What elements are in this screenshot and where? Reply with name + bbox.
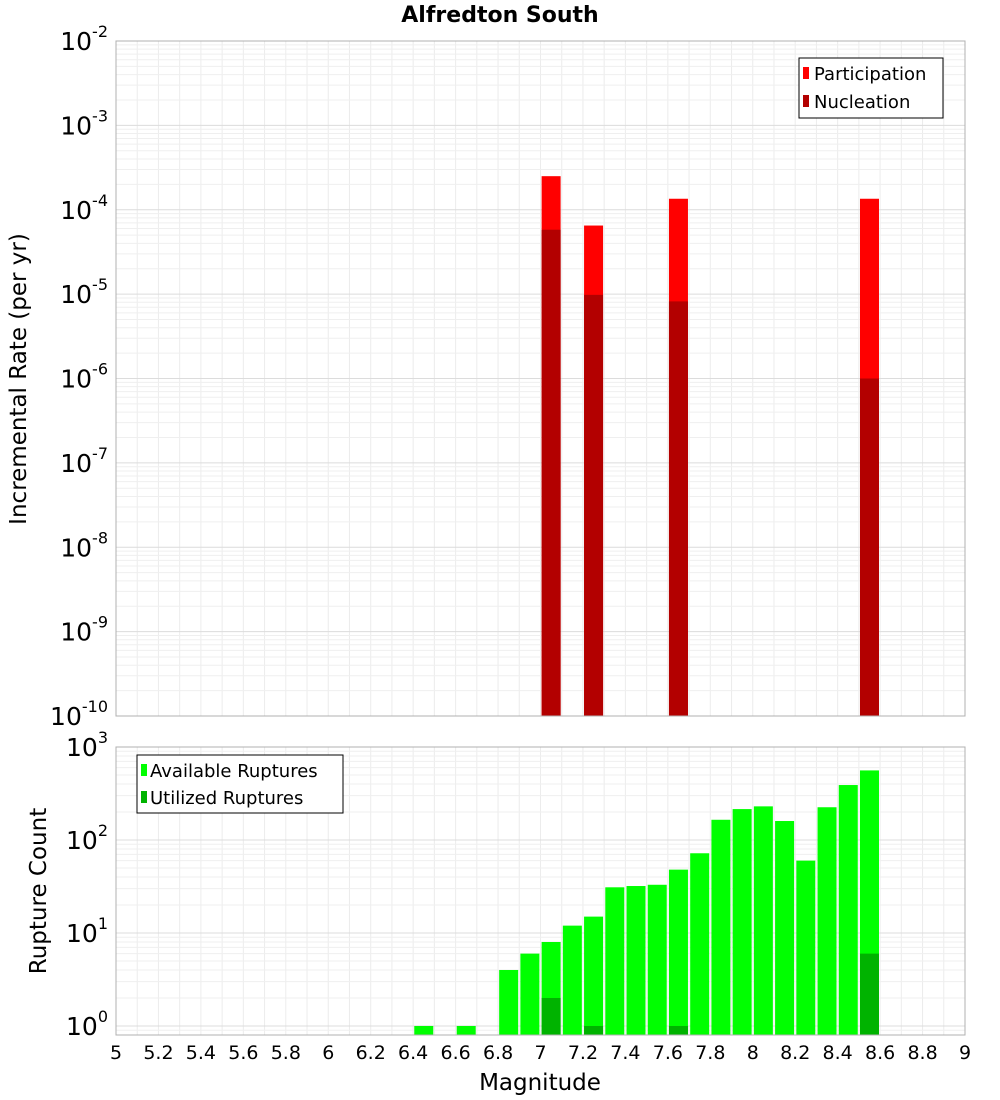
bottom-bar-available-ruptures [626, 886, 646, 1035]
x-tick-label: 5.2 [143, 1042, 173, 1064]
bottom-bar-available-ruptures [732, 809, 752, 1035]
bottom-bar-utilized-ruptures [584, 1025, 604, 1035]
x-tick-label: 7 [534, 1042, 546, 1064]
top-bars [541, 176, 879, 717]
x-tick-labels: 5 5.2 5.4 5.6 5.8 6 6.2 6.4 6.6 6.8 7 7.2 7.4 7.6 7.8 8… [110, 1042, 971, 1064]
x-tick-label: 7.2 [568, 1042, 598, 1064]
x-tick-label: 8 [747, 1042, 759, 1064]
bottom-y-tick-label: 101 [66, 914, 108, 948]
top-bar-nucleation [584, 294, 604, 716]
bottom-bar-available-ruptures [647, 884, 667, 1035]
x-tick-label: 8.8 [907, 1042, 937, 1064]
legend-label-utilized: Utilized Ruptures [150, 788, 303, 809]
legend-swatch-available [141, 764, 147, 776]
x-tick-label: 7.6 [653, 1042, 683, 1064]
bottom-y-tick-label: 103 [66, 728, 108, 762]
x-tick-label: 8.6 [865, 1042, 895, 1064]
x-tick-label: 8.2 [780, 1042, 810, 1064]
x-tick-label: 7.8 [695, 1042, 725, 1064]
bottom-bar-available-ruptures [668, 869, 688, 1035]
legend-swatch-utilized [141, 791, 147, 803]
x-axis-label: Magnitude [479, 1070, 601, 1096]
bottom-bar-utilized-ruptures [541, 997, 561, 1035]
bottom-legend-box [136, 754, 344, 814]
bottom-plot-border [115, 746, 966, 1036]
chart-title: Alfredton South [401, 3, 598, 28]
bottom-bar-available-ruptures [775, 821, 795, 1035]
legend-label-nucleation: Nucleation [814, 92, 910, 113]
top-y-tick-label: 10-10 [50, 697, 108, 731]
bottom-y-tick-labels: 103 102 101 100 [66, 728, 108, 1041]
top-panel: 10-2 10-3 10-4 10-5 10-6 10-7 10-8 10-9 10-10 In… [6, 22, 966, 731]
legend-label-available: Available Ruptures [150, 761, 318, 782]
x-tick-label: 6.4 [398, 1042, 428, 1064]
x-tick-label: 8.4 [823, 1042, 853, 1064]
top-legend: Participation Nucleation [798, 57, 944, 119]
top-y-tick-label: 10-5 [60, 275, 108, 309]
top-y-tick-label: 10-4 [60, 191, 108, 225]
bottom-bars [414, 770, 879, 1035]
bottom-bar-available-ruptures [838, 785, 858, 1035]
bottom-y-tick-label: 100 [66, 1007, 108, 1041]
top-legend-box [798, 57, 944, 119]
bottom-bar-available-ruptures [817, 807, 837, 1035]
bottom-panel: 103 102 101 100 5 5.2 5.4 5.6 5.8 6 6.2 6.4 6.6 6.8 7… [26, 728, 971, 1096]
top-y-tick-label: 10-6 [60, 360, 108, 394]
bottom-bar-available-ruptures [796, 860, 816, 1035]
bottom-bar-available-ruptures [562, 925, 582, 1035]
bottom-bar-available-ruptures [753, 806, 773, 1035]
bottom-bar-utilized-ruptures [859, 953, 879, 1035]
x-tick-label: 9 [959, 1042, 971, 1064]
top-y-tick-label: 10-3 [60, 106, 108, 140]
bottom-bar-available-ruptures [711, 819, 731, 1035]
bottom-bar-utilized-ruptures [668, 1025, 688, 1035]
bottom-bar-available-ruptures [584, 916, 604, 1035]
bottom-bar-available-ruptures [499, 969, 519, 1035]
x-tick-label: 6 [322, 1042, 334, 1064]
bottom-bar-available-ruptures [520, 953, 540, 1035]
legend-swatch-nucleation [803, 95, 809, 107]
bottom-bar-available-ruptures [605, 887, 625, 1035]
x-tick-label: 6.2 [356, 1042, 386, 1064]
x-tick-label: 5.8 [271, 1042, 301, 1064]
x-tick-label: 5 [110, 1042, 122, 1064]
top-y-tick-labels: 10-2 10-3 10-4 10-5 10-6 10-7 10-8 10-9 10-10 [50, 22, 108, 731]
bottom-y-tick-label: 102 [66, 821, 108, 855]
top-grid [115, 40, 966, 717]
x-tick-label: 5.6 [228, 1042, 258, 1064]
top-y-tick-label: 10-2 [60, 22, 108, 56]
x-tick-label: 6.8 [483, 1042, 513, 1064]
bottom-bar-available-ruptures [414, 1025, 434, 1035]
top-bar-nucleation [859, 378, 879, 716]
x-tick-label: 5.4 [186, 1042, 216, 1064]
top-bar-nucleation [541, 229, 561, 717]
bottom-legend: Available Ruptures Utilized Ruptures [136, 754, 344, 814]
legend-label-participation: Participation [814, 64, 926, 85]
bottom-bar-available-ruptures [690, 853, 710, 1035]
bottom-y-axis-label: Rupture Count [26, 808, 52, 974]
top-y-tick-label: 10-7 [60, 444, 108, 478]
top-y-tick-label: 10-8 [60, 528, 108, 562]
bottom-bar-available-ruptures [456, 1025, 476, 1035]
top-y-axis-label: Incremental Rate (per yr) [6, 233, 32, 525]
top-plot-border [115, 40, 966, 717]
top-bar-nucleation [668, 301, 688, 716]
legend-swatch-participation [803, 67, 809, 79]
top-y-tick-label: 10-9 [60, 613, 108, 647]
x-tick-label: 7.4 [610, 1042, 640, 1064]
x-tick-label: 6.6 [440, 1042, 470, 1064]
